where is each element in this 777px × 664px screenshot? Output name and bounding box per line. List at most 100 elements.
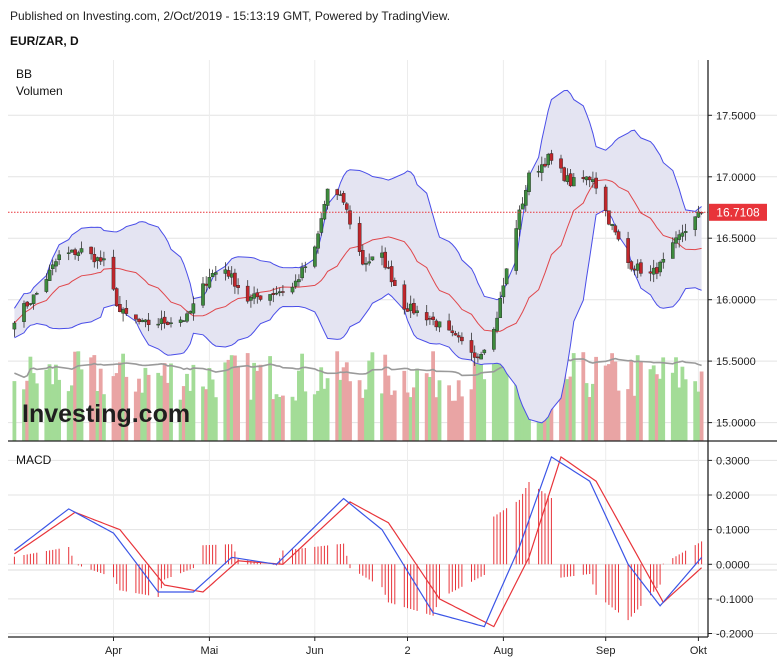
candle	[370, 256, 375, 261]
volume-bar	[201, 386, 205, 441]
candle	[201, 277, 205, 308]
volume-bar	[520, 376, 525, 441]
candle	[527, 170, 531, 196]
candle	[274, 286, 279, 296]
volume-bar	[188, 390, 193, 441]
volume-bar	[255, 370, 260, 441]
volume-bar	[491, 358, 496, 441]
volume-bar	[300, 353, 304, 441]
volume-bar	[610, 353, 614, 441]
volume-bar	[178, 399, 183, 441]
volume-bar	[402, 370, 407, 441]
volume-bar	[31, 373, 36, 441]
macd-legend: MACD	[16, 453, 52, 467]
volume-bar	[498, 361, 503, 441]
time-tick-label: Mai	[201, 645, 219, 657]
candle	[520, 197, 525, 210]
volume-bar	[76, 351, 81, 441]
volume-bar	[293, 400, 298, 441]
time-tick-label: Apr	[105, 645, 122, 657]
candles	[12, 149, 704, 366]
candle	[587, 175, 592, 188]
volume-bar	[565, 379, 570, 441]
candle	[35, 291, 39, 296]
candle	[169, 317, 173, 328]
candle	[102, 251, 106, 267]
volume-bar	[213, 397, 218, 441]
volume-bar	[629, 361, 634, 441]
volume-bar	[367, 360, 372, 441]
last-price-tag: 16.7108	[709, 203, 767, 221]
bb-lower-line	[14, 208, 702, 424]
candle	[335, 188, 340, 200]
macd-histogram	[13, 482, 703, 621]
candle	[693, 216, 697, 237]
volume-bar	[591, 383, 595, 441]
volume-bar	[102, 394, 106, 441]
candle	[504, 268, 509, 286]
volume-bar	[587, 397, 592, 441]
volume-bar	[568, 376, 573, 441]
volume-bar	[25, 380, 30, 441]
volume-bar	[165, 382, 170, 441]
volume-bar	[111, 376, 116, 441]
volume-bar	[277, 397, 282, 441]
candle	[341, 190, 346, 205]
volume-bar	[412, 387, 416, 441]
volume-bar	[162, 363, 167, 441]
candle	[450, 325, 455, 337]
volume-bar	[207, 368, 212, 441]
candle	[207, 268, 212, 290]
time-tick-label: Jun	[306, 645, 324, 657]
candle	[389, 260, 394, 287]
candle	[124, 300, 129, 316]
investing-logo: Investing.com	[22, 400, 190, 428]
volume-bar	[386, 375, 391, 441]
candle	[629, 259, 634, 272]
candle	[383, 247, 388, 270]
price-axis: 15.0000 15.5000 16.0000 16.5000 17.0000 17.50…	[708, 110, 756, 430]
volume-bar	[559, 358, 563, 441]
volume-bar	[114, 373, 119, 441]
time-tick-label: Okt	[690, 645, 707, 657]
volume-bar	[335, 351, 340, 441]
volume-bar	[137, 378, 141, 441]
volume-bar	[229, 355, 234, 441]
volume-bar	[651, 365, 656, 441]
volume-bar	[245, 353, 250, 441]
volume-bar	[476, 362, 480, 441]
candle	[594, 172, 598, 195]
volume-bar	[447, 385, 451, 441]
candle	[364, 257, 368, 272]
candle	[469, 332, 474, 361]
candle	[357, 216, 362, 256]
candle	[639, 259, 643, 277]
volume-bar	[607, 364, 611, 441]
candle	[79, 241, 84, 255]
candle	[268, 294, 272, 306]
volume-bar	[236, 367, 240, 441]
candle	[12, 321, 17, 337]
volume-bar	[312, 394, 317, 441]
macd-tick-label: 0.3000	[716, 455, 750, 467]
candle	[482, 349, 487, 355]
volume-bar	[670, 372, 675, 441]
time-tick-label: 2	[404, 645, 410, 657]
volume-bar	[415, 368, 419, 441]
candle	[322, 200, 327, 221]
macd-axis: -0.2000 -0.1000 0.0000 0.1000 0.2000 0.3000	[708, 455, 753, 641]
volume-legend: Volumen	[16, 84, 63, 98]
volume-bar	[210, 379, 215, 441]
candle	[146, 313, 151, 332]
candle	[412, 298, 416, 315]
volume-bar	[258, 364, 263, 441]
candle	[66, 246, 71, 261]
candle	[156, 318, 161, 329]
candle	[402, 280, 407, 315]
candle	[348, 205, 352, 230]
volume-bar	[341, 367, 346, 441]
volume-bar	[699, 371, 704, 441]
volume-bar	[392, 390, 397, 441]
macd-tick-label: -0.2000	[716, 629, 753, 641]
